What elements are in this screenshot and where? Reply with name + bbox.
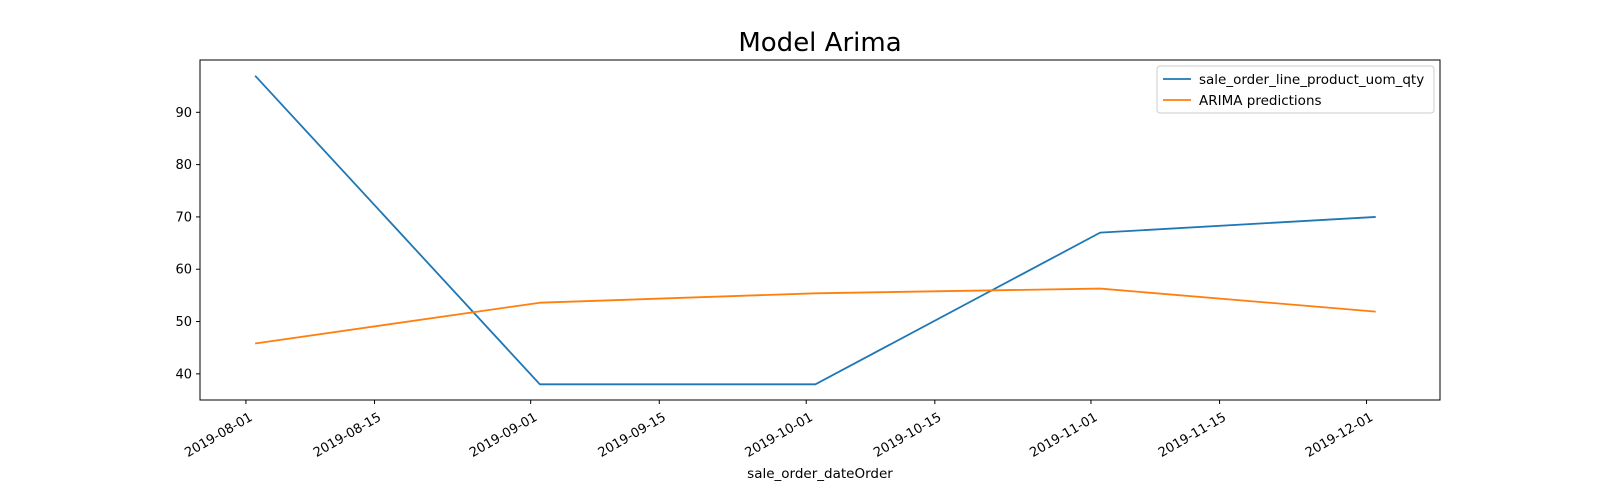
y-tick-label: 50 [175, 315, 192, 330]
series-line-1 [254, 287, 1376, 345]
axes-frame [199, 59, 1441, 401]
plot-area [254, 75, 1376, 386]
y-tick-label: 40 [175, 367, 192, 382]
chart-title: Model Arima [738, 28, 901, 58]
x-axis-label: sale_order_dateOrder [747, 466, 893, 482]
y-tick-label: 90 [175, 106, 192, 121]
legend-label: sale_order_line_product_uom_qty [1199, 72, 1424, 88]
y-tick-label: 70 [175, 210, 192, 225]
legend: sale_order_line_product_uom_qty ARIMA pre… [1156, 65, 1435, 114]
y-tick-label: 80 [175, 158, 192, 173]
series-line-0 [254, 75, 1376, 386]
legend-label: ARIMA predictions [1199, 93, 1322, 109]
y-tick-label: 60 [175, 263, 192, 278]
legend-box [1156, 65, 1435, 114]
